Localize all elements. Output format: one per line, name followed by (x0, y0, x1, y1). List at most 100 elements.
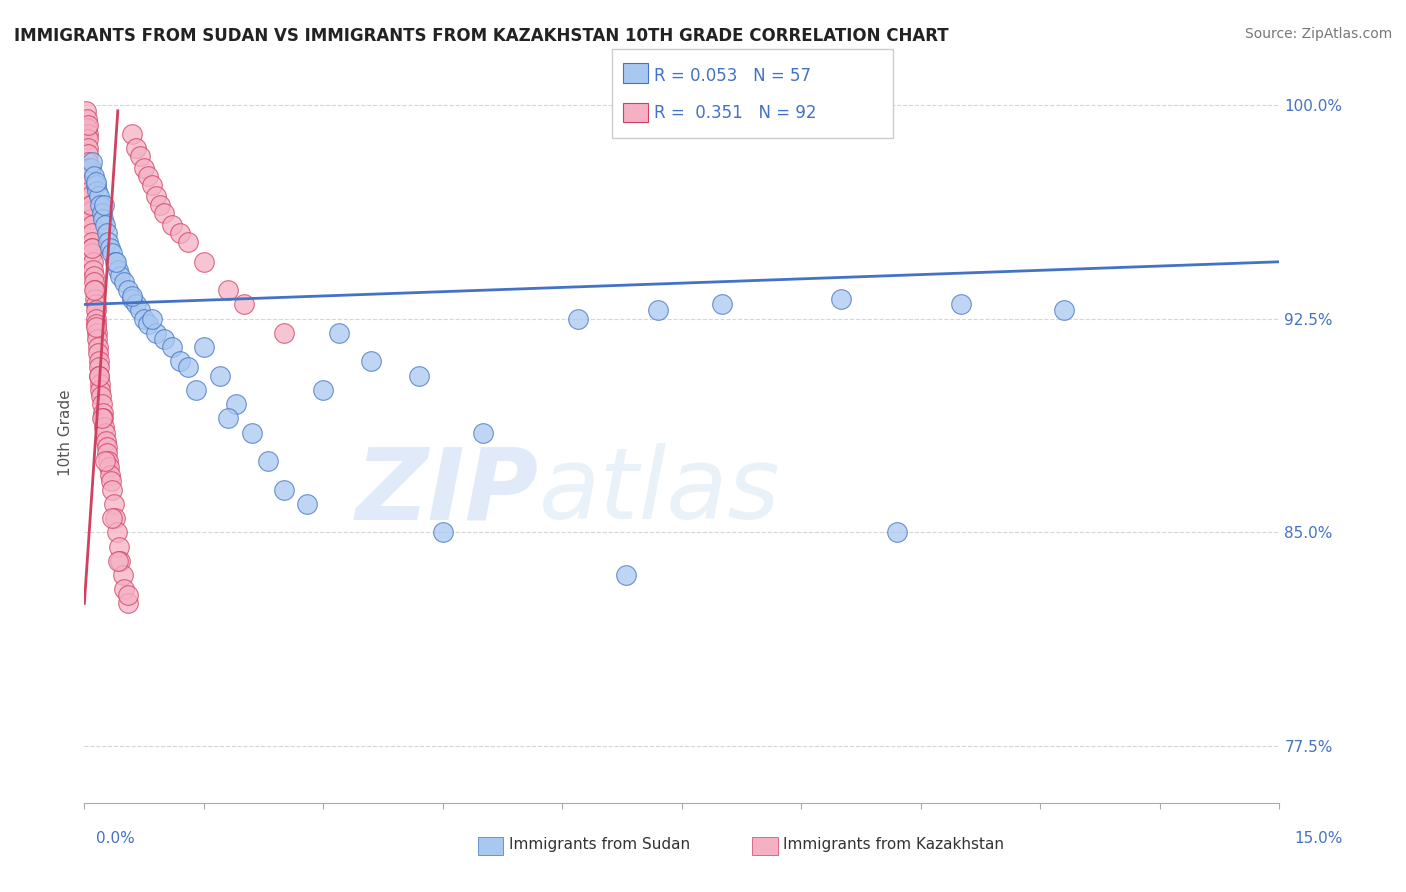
Point (110, 268, 132, 283)
Point (97, 454, 120, 468)
Point (217, 283, 239, 297)
Text: 0.0%: 0.0% (96, 831, 135, 846)
Point (169, 227, 191, 241)
Point (98, 468, 121, 483)
Point (89, 383, 111, 397)
Point (98, 240, 121, 254)
Point (83, 283, 105, 297)
Point (83, 292, 105, 306)
Point (87, 354, 110, 368)
Text: IMMIGRANTS FROM SUDAN VS IMMIGRANTS FROM KAZAKHSTAN 10TH GRADE CORRELATION CHART: IMMIGRANTS FROM SUDAN VS IMMIGRANTS FROM… (14, 27, 949, 45)
Point (160, 340, 183, 354)
Point (91, 406, 114, 420)
Point (117, 588, 139, 602)
Point (82, 254, 104, 268)
Point (93, 411, 115, 425)
Point (77, 155, 100, 169)
Point (76, 112, 98, 127)
Point (647, 303, 669, 318)
Point (83, 268, 105, 283)
Point (82, 235, 104, 249)
Point (208, 368, 231, 383)
Point (886, 525, 908, 540)
Point (101, 483, 124, 497)
Point (169, 354, 191, 368)
Point (94, 218, 117, 232)
Point (110, 554, 132, 568)
Point (94, 454, 117, 468)
Point (79, 189, 101, 203)
Point (80, 161, 103, 175)
Point (89, 368, 111, 383)
Point (87, 189, 110, 203)
Point (77, 169, 100, 184)
Point (121, 289, 143, 303)
Point (93, 420, 115, 434)
Point (83, 283, 105, 297)
Point (256, 454, 278, 468)
Point (153, 332, 176, 346)
Point (80, 218, 103, 232)
Point (83, 169, 105, 184)
Point (87, 346, 110, 360)
Text: Immigrants from Sudan: Immigrants from Sudan (509, 837, 690, 852)
Point (360, 354, 382, 368)
Point (614, 568, 637, 582)
Point (82, 240, 104, 254)
Point (111, 568, 134, 582)
Point (104, 254, 127, 268)
Point (101, 511, 124, 525)
Point (87, 360, 110, 375)
Point (232, 297, 254, 311)
Point (80, 198, 103, 212)
Point (121, 292, 143, 306)
Point (117, 597, 139, 611)
Point (82, 246, 104, 260)
Point (240, 425, 263, 440)
Point (86, 184, 108, 198)
Point (117, 283, 139, 297)
Point (80, 212, 103, 227)
Point (121, 127, 143, 141)
Point (86, 175, 108, 189)
Point (77, 161, 100, 175)
Point (80, 198, 103, 212)
Point (125, 297, 148, 311)
Point (86, 326, 108, 340)
Point (79, 184, 101, 198)
Point (129, 149, 152, 163)
Point (112, 275, 135, 289)
Point (105, 525, 128, 540)
Text: ZIP: ZIP (356, 443, 538, 541)
Point (132, 161, 156, 175)
Point (193, 254, 215, 268)
Point (84, 303, 107, 318)
Point (96, 440, 118, 454)
Text: atlas: atlas (538, 443, 780, 541)
Point (101, 246, 124, 260)
Point (84, 297, 107, 311)
Point (112, 582, 135, 597)
Point (86, 320, 108, 334)
Point (84, 178, 107, 192)
Text: R = 0.053   N = 57: R = 0.053 N = 57 (654, 67, 811, 85)
Point (86, 318, 108, 332)
Point (90, 411, 112, 425)
Point (105, 254, 128, 268)
Point (104, 511, 127, 525)
Point (76, 120, 98, 135)
Point (160, 218, 183, 232)
Point (86, 332, 108, 346)
Point (82, 240, 104, 254)
Point (177, 360, 200, 375)
Point (76, 132, 98, 146)
Point (107, 540, 129, 554)
Point (82, 263, 104, 277)
Point (90, 206, 112, 220)
Point (145, 326, 167, 340)
Point (1053, 303, 1076, 318)
Point (77, 175, 100, 189)
Point (312, 383, 335, 397)
Point (471, 425, 494, 440)
Point (97, 235, 120, 249)
